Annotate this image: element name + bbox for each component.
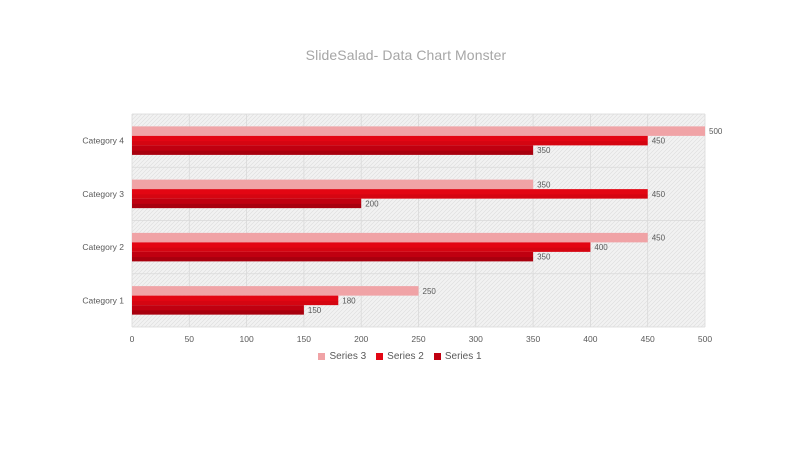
legend-item: Series 1 <box>433 351 482 362</box>
x-tick-label: 300 <box>469 334 483 344</box>
x-tick-label: 500 <box>698 334 712 344</box>
x-tick-label: 250 <box>411 334 425 344</box>
bar <box>132 286 419 296</box>
bar-shade <box>132 194 648 199</box>
bar-shade <box>132 300 339 306</box>
data-label: 400 <box>594 243 608 252</box>
bar <box>132 126 705 136</box>
bar <box>132 232 648 243</box>
bar <box>132 295 339 306</box>
bar-shade <box>132 141 648 146</box>
bar <box>132 179 534 190</box>
legend-swatch <box>433 353 441 360</box>
bar-shade <box>132 257 534 262</box>
bar-shade <box>132 247 591 252</box>
legend-swatch <box>376 353 384 360</box>
x-tick-label: 0 <box>130 334 135 344</box>
category-label: Category 4 <box>82 136 124 146</box>
legend-item: Series 2 <box>376 351 424 362</box>
bar <box>132 198 362 209</box>
legend-item: Series 3 <box>318 351 366 362</box>
legend-swatch <box>318 353 326 360</box>
data-label: 350 <box>537 180 551 189</box>
data-label: 150 <box>308 306 322 315</box>
x-tick-label: 100 <box>240 334 254 344</box>
x-tick-label: 50 <box>185 334 195 344</box>
data-label: 200 <box>365 199 379 208</box>
bar <box>132 305 304 315</box>
category-label: Category 1 <box>82 295 124 305</box>
data-label: 180 <box>342 296 356 305</box>
category-label: Category 3 <box>82 189 124 199</box>
data-label: 450 <box>652 137 666 146</box>
data-label: 350 <box>537 253 551 262</box>
data-label: 450 <box>652 190 666 199</box>
bar <box>132 242 591 252</box>
x-tick-label: 400 <box>583 334 597 344</box>
bar <box>132 135 648 146</box>
legend-label: Series 2 <box>387 351 424 362</box>
x-tick-label: 450 <box>641 334 655 344</box>
bar <box>132 145 534 155</box>
x-tick-label: 350 <box>526 334 540 344</box>
data-label: 450 <box>652 234 666 243</box>
legend-label: Series 3 <box>329 351 367 362</box>
x-tick-label: 150 <box>297 334 311 344</box>
data-label: 500 <box>709 127 723 136</box>
x-tick-label: 200 <box>354 334 368 344</box>
bar-shade <box>132 203 362 209</box>
chart-title: SlideSalad- Data Chart Monster <box>305 47 507 63</box>
bar-shade <box>132 310 304 315</box>
bar <box>132 251 534 262</box>
category-label: Category 2 <box>82 242 124 252</box>
bar-shade <box>132 150 534 155</box>
bar <box>132 189 648 199</box>
data-label: 250 <box>423 287 437 296</box>
legend-label: Series 1 <box>444 351 482 362</box>
data-label: 350 <box>537 146 551 155</box>
chart-legend: Series 3 Series 2 Series 1 <box>0 351 800 362</box>
